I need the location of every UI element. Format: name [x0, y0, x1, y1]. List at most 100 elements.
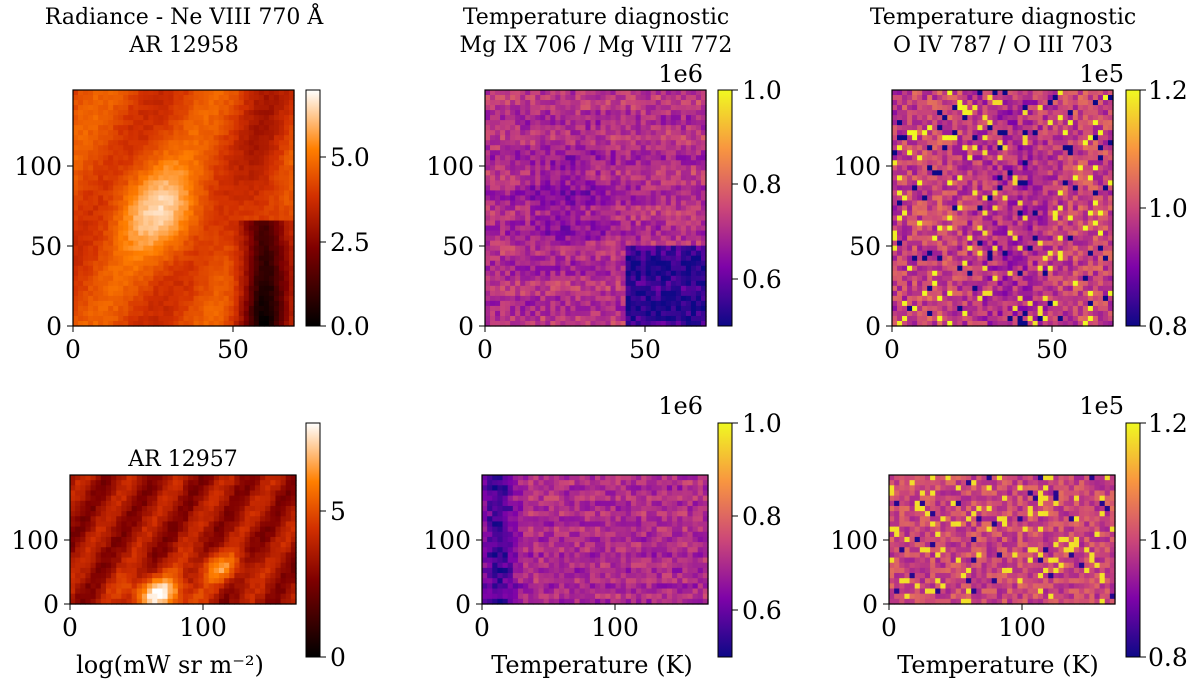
heatmap-cell: [685, 180, 692, 186]
heatmap-cell: [630, 310, 637, 317]
heatmap-cell: [258, 245, 265, 252]
heatmap-cell: [585, 190, 592, 197]
heatmap-cell: [148, 205, 154, 212]
heatmap-cell: [1007, 155, 1014, 161]
heatmap-cell: [108, 95, 114, 101]
heatmap-cell: [273, 305, 280, 312]
heatmap-cell: [128, 245, 134, 252]
heatmap-cell: [288, 220, 295, 227]
heatmap-cell: [243, 185, 250, 192]
heatmap-cell: [952, 145, 958, 151]
heatmap-cell: [625, 250, 632, 257]
heatmap-cell: [635, 180, 642, 186]
heatmap-cell: [610, 260, 617, 267]
heatmap-cell: [595, 280, 602, 287]
heatmap-cell: [273, 140, 280, 146]
heatmap-cell: [238, 250, 245, 257]
heatmap-cell: [560, 200, 566, 207]
heatmap-cell: [1032, 135, 1039, 141]
heatmap-cell: [128, 110, 134, 116]
heatmap-cell: [650, 305, 657, 312]
heatmap-cell: [153, 235, 159, 242]
heatmap-cell: [263, 195, 270, 202]
heatmap-cell: [485, 210, 491, 217]
heatmap-cell: [83, 125, 89, 131]
heatmap-cell: [545, 240, 551, 247]
heatmap-cell: [173, 230, 180, 237]
heatmap-cell: [570, 215, 577, 222]
heatmap-cell: [700, 320, 707, 327]
heatmap-cell: [93, 305, 99, 312]
heatmap-cell: [158, 290, 165, 297]
heatmap-cell: [695, 295, 702, 302]
heatmap-cell: [615, 140, 622, 146]
heatmap-cell: [595, 215, 602, 222]
heatmap-cell: [640, 285, 647, 292]
heatmap-cell: [283, 165, 290, 171]
heatmap-cell: [640, 125, 647, 131]
heatmap-cell: [213, 210, 220, 217]
heatmap-cell: [88, 175, 94, 181]
heatmap-cell: [625, 190, 632, 197]
heatmap-cell: [575, 205, 582, 212]
heatmap-cell: [123, 165, 129, 171]
heatmap-cell: [540, 135, 546, 141]
heatmap-cell: [685, 90, 692, 96]
heatmap-cell: [1047, 130, 1054, 136]
heatmap-cell: [605, 95, 612, 101]
heatmap-cell: [902, 155, 908, 161]
heatmap-cell: [243, 90, 250, 96]
heatmap-cell: [253, 320, 260, 327]
heatmap-cell: [917, 95, 923, 101]
heatmap-cell: [178, 235, 185, 242]
heatmap-cell: [670, 120, 677, 126]
heatmap-cell: [238, 190, 245, 197]
heatmap-cell: [675, 235, 682, 242]
heatmap-cell: [530, 175, 536, 181]
heatmap-cell: [665, 225, 672, 232]
heatmap-cell: [283, 210, 290, 217]
heatmap-cell: [550, 185, 556, 192]
heatmap-cell: [268, 120, 275, 126]
heatmap-cell: [198, 255, 205, 262]
heatmap-cell: [510, 300, 516, 307]
heatmap-cell: [118, 230, 124, 237]
heatmap-cell: [645, 230, 652, 237]
heatmap-cell: [1092, 175, 1099, 181]
heatmap-cell: [700, 220, 707, 227]
heatmap-cell: [635, 295, 642, 302]
heatmap-cell: [550, 315, 556, 322]
heatmap-cell: [113, 215, 119, 222]
heatmap-cell: [248, 110, 255, 116]
heatmap-cell: [268, 200, 275, 207]
heatmap-cell: [188, 270, 195, 277]
heatmap-cell: [143, 210, 149, 217]
heatmap-cell: [942, 175, 948, 181]
heatmap-cell: [530, 270, 536, 277]
heatmap-cell: [545, 275, 551, 282]
heatmap-cell: [615, 110, 622, 116]
heatmap-cell: [103, 130, 109, 136]
heatmap-cell: [1077, 140, 1084, 146]
heatmap-cell: [907, 170, 913, 176]
heatmap-cell: [108, 275, 114, 282]
heatmap-cell: [570, 155, 577, 161]
heatmap-cell: [268, 180, 275, 186]
heatmap-cell: [1042, 155, 1049, 161]
heatmap-cell: [700, 265, 707, 272]
colorbar-tick-label: 2.5: [330, 228, 370, 257]
heatmap-cell: [927, 135, 933, 141]
heatmap-cell: [78, 160, 84, 166]
heatmap-cell: [645, 145, 652, 151]
heatmap-cell: [540, 175, 546, 181]
heatmap-cell: [600, 145, 607, 151]
heatmap-cell: [665, 200, 672, 207]
heatmap-cell: [680, 130, 687, 136]
heatmap-cell: [545, 135, 551, 141]
heatmap-cell: [590, 100, 597, 106]
heatmap-cell: [680, 195, 687, 202]
heatmap-cell: [917, 115, 923, 121]
heatmap-cell: [620, 155, 627, 161]
heatmap-cell: [233, 195, 240, 202]
heatmap-cell: [88, 295, 94, 302]
